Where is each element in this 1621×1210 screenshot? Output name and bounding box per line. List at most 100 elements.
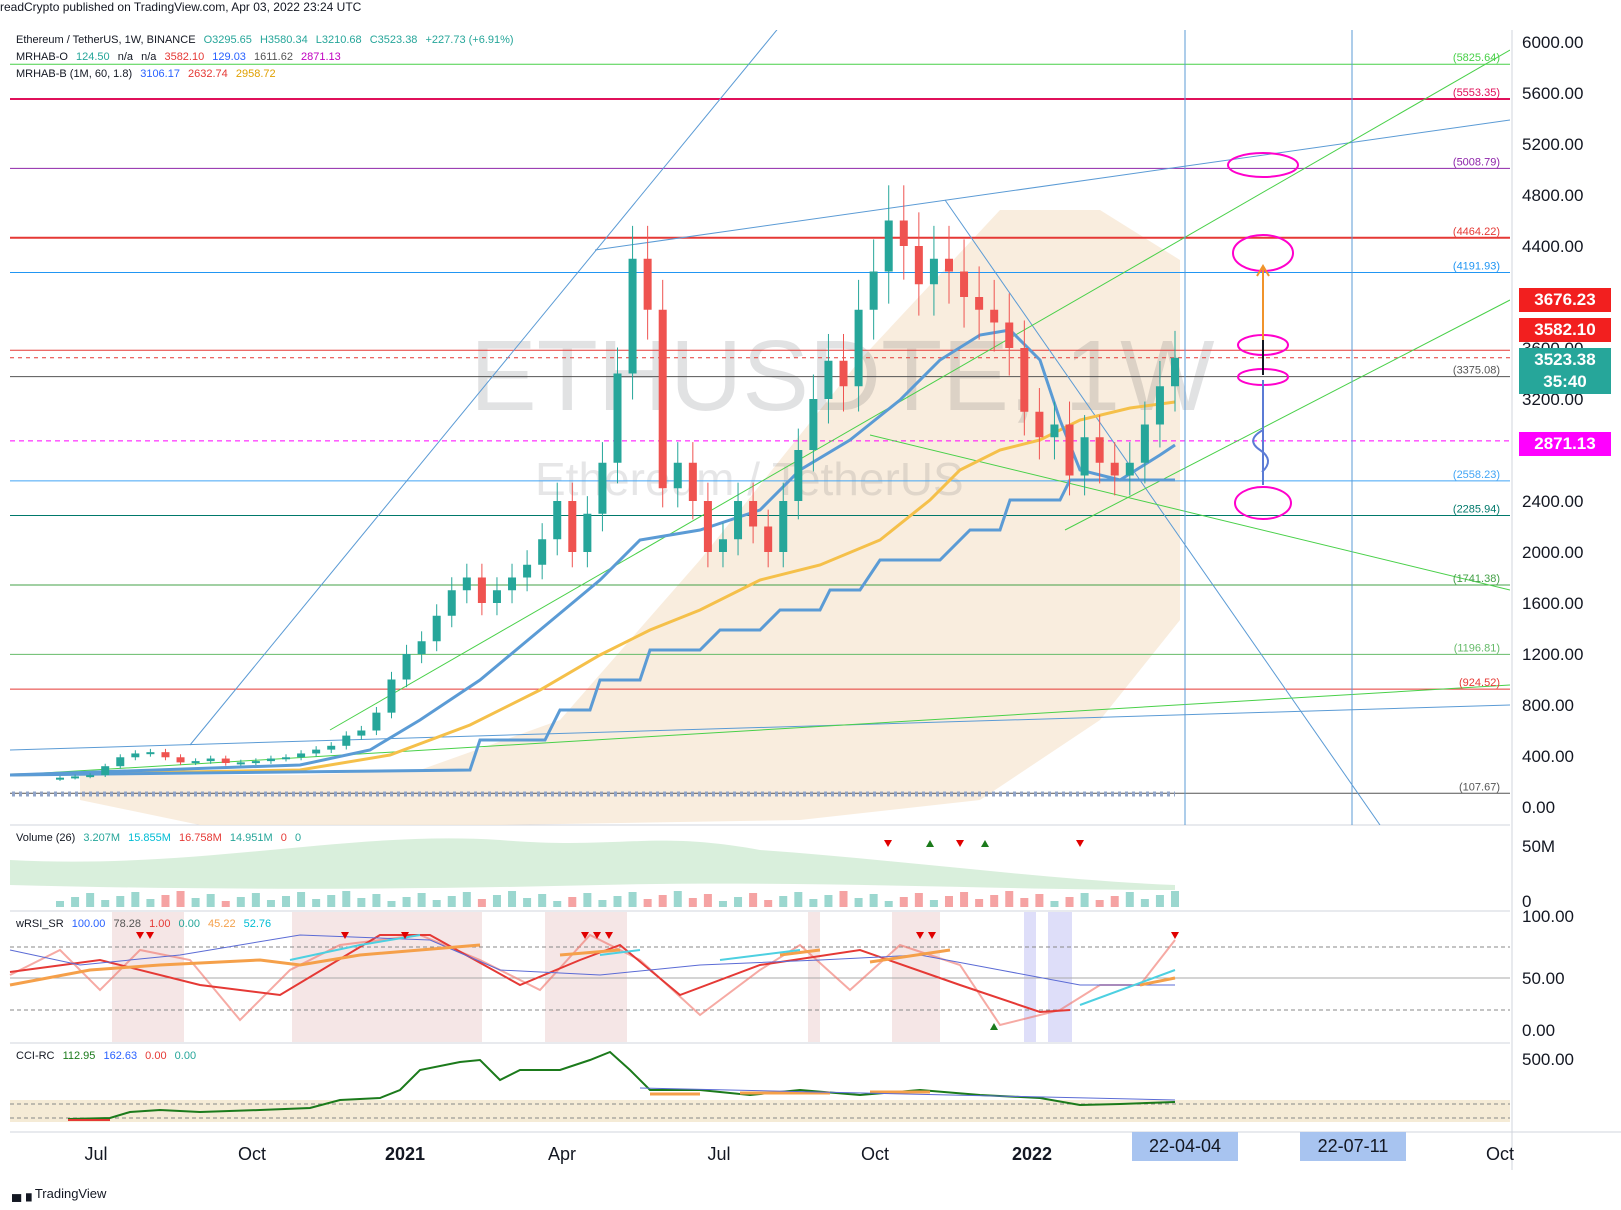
candle-body <box>432 615 441 642</box>
candle-body <box>975 297 984 310</box>
date-box-22-07-11: 22-07-11 <box>1300 1132 1406 1161</box>
x-tick-label: Oct <box>1486 1144 1514 1164</box>
volume-bar <box>975 899 984 907</box>
volume-bar <box>508 891 517 907</box>
level-label: (107.67) <box>1459 781 1500 793</box>
x-tick-label: Oct <box>238 1144 266 1164</box>
volume-bar <box>914 893 923 907</box>
volume-bar <box>462 892 471 907</box>
candle-body <box>869 271 878 310</box>
volume-bar <box>824 895 833 907</box>
candle-body <box>342 735 351 746</box>
x-tick-label: Apr <box>548 1144 576 1164</box>
rsi-signal-marker <box>341 932 349 939</box>
volume-bar <box>1035 894 1044 907</box>
x-tick-label: Oct <box>861 1144 889 1164</box>
trend-line-blue-upper <box>594 119 1510 251</box>
volume-axis-50m: 50M <box>1522 837 1555 856</box>
legend-volume-v2: 15.855M <box>128 832 171 844</box>
trend-line-green-2 <box>1064 299 1510 531</box>
candle-body <box>477 577 486 603</box>
rsi-cyan-line <box>289 934 1176 1006</box>
legend-cci-v2: 162.63 <box>103 1050 138 1062</box>
volume-signal-marker <box>981 840 989 847</box>
legend-mrhab-o-name: MRHAB-O <box>16 51 68 63</box>
y-tick-label: 0.00 <box>1522 798 1555 817</box>
level-label: (5825.64) <box>1453 52 1500 64</box>
y-tick-label: 4800.00 <box>1522 186 1583 205</box>
volume-bar <box>1140 899 1149 907</box>
volume-bar <box>944 896 953 907</box>
candle-body <box>658 309 667 489</box>
price-tag-3582: 3582.10 <box>1519 318 1611 342</box>
legend-main-change: +227.73 (+6.91%) <box>425 34 514 46</box>
legend-mrhab-o: MRHAB-O 124.50 n/a n/a 3582.10 129.03 16… <box>16 51 346 63</box>
y-tick-label: 1200.00 <box>1522 645 1583 664</box>
volume-bar <box>749 893 758 907</box>
footer-brand-text: TradingView <box>34 1186 107 1201</box>
rsi-signal-marker <box>928 932 936 939</box>
candle-body <box>312 749 321 754</box>
volume-bar <box>432 900 441 907</box>
candle-body <box>734 501 743 540</box>
candle-body <box>688 462 697 501</box>
volume-bar <box>417 893 426 907</box>
level-label: (4464.22) <box>1453 226 1500 238</box>
candle-body <box>628 258 637 374</box>
volume-bar <box>568 897 577 907</box>
legend-wrsi-v2: 78.28 <box>113 918 141 930</box>
candle-body <box>824 360 833 399</box>
level-label: (4191.93) <box>1453 261 1500 273</box>
time-axis: Jul Oct 2021 Apr Jul Oct 2022 Oct <box>84 1144 1514 1164</box>
arrow-up-head <box>1256 264 1270 277</box>
rsi-signal-marker <box>146 932 154 939</box>
volume-bar <box>191 898 200 907</box>
legend-main-high: H3580.34 <box>259 34 308 46</box>
volume-bar <box>628 892 637 907</box>
watermark-name: Ethereum / TetherUS <box>535 453 964 505</box>
candle-body <box>703 501 712 552</box>
candle-body <box>809 399 818 450</box>
candle-body <box>718 539 727 552</box>
y-tick-label: 5600.00 <box>1522 84 1583 103</box>
legend-mrhab-b-v1: 3106.17 <box>140 68 180 80</box>
volume-bar <box>131 892 140 907</box>
legend-main-name: Ethereum / TetherUS, 1W, BINANCE <box>16 34 196 46</box>
y-tick-label: 1600.00 <box>1522 594 1583 613</box>
volume-bar <box>146 899 155 907</box>
candle-body <box>960 271 969 297</box>
candle-body <box>266 758 275 762</box>
volume-bar <box>1125 892 1134 907</box>
volume-band <box>10 838 1175 890</box>
candle-body <box>884 220 893 272</box>
level-labels: (5825.64) (5553.35) (5008.79) (4464.22) (419… <box>1453 52 1500 793</box>
candle-body <box>462 577 471 591</box>
volume-bar <box>312 899 321 907</box>
candle-body <box>131 753 140 758</box>
candle-body <box>1155 386 1164 425</box>
rsi-zone-6 <box>1024 912 1036 1042</box>
candle-body <box>1005 322 1014 348</box>
volume-bar <box>1050 901 1059 907</box>
candle-body <box>221 758 230 764</box>
volume-bar <box>251 893 260 907</box>
volume-bar <box>56 901 64 907</box>
volume-bar <box>1065 897 1074 907</box>
cci-blue-line <box>639 1087 1176 1101</box>
volume-signal-marker <box>956 840 964 847</box>
legend-cci: CCI-RC 112.95 162.63 0.00 0.00 <box>16 1050 201 1062</box>
trend-line-blue-steep <box>189 30 778 746</box>
rsi-signal-marker <box>1171 932 1179 939</box>
candle-body <box>673 462 682 489</box>
legend-wrsi-v6: 52.76 <box>243 918 272 930</box>
cci-band <box>10 1100 1510 1122</box>
legend-mrhab-b-v2: 2632.74 <box>188 68 228 80</box>
legend-mrhab-o-v7: 2871.13 <box>301 51 341 63</box>
rsi-signal-marker <box>581 932 589 939</box>
volume-bar <box>960 892 969 907</box>
level-label: (2285.94) <box>1453 504 1500 516</box>
volume-bar <box>447 896 456 907</box>
rsi-zone-5 <box>892 912 940 1042</box>
publish-header: readCrypto published on TradingView.com,… <box>0 0 362 14</box>
